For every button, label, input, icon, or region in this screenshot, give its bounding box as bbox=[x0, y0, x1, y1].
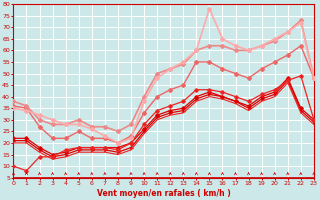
X-axis label: Vent moyen/en rafales ( km/h ): Vent moyen/en rafales ( km/h ) bbox=[97, 189, 230, 198]
